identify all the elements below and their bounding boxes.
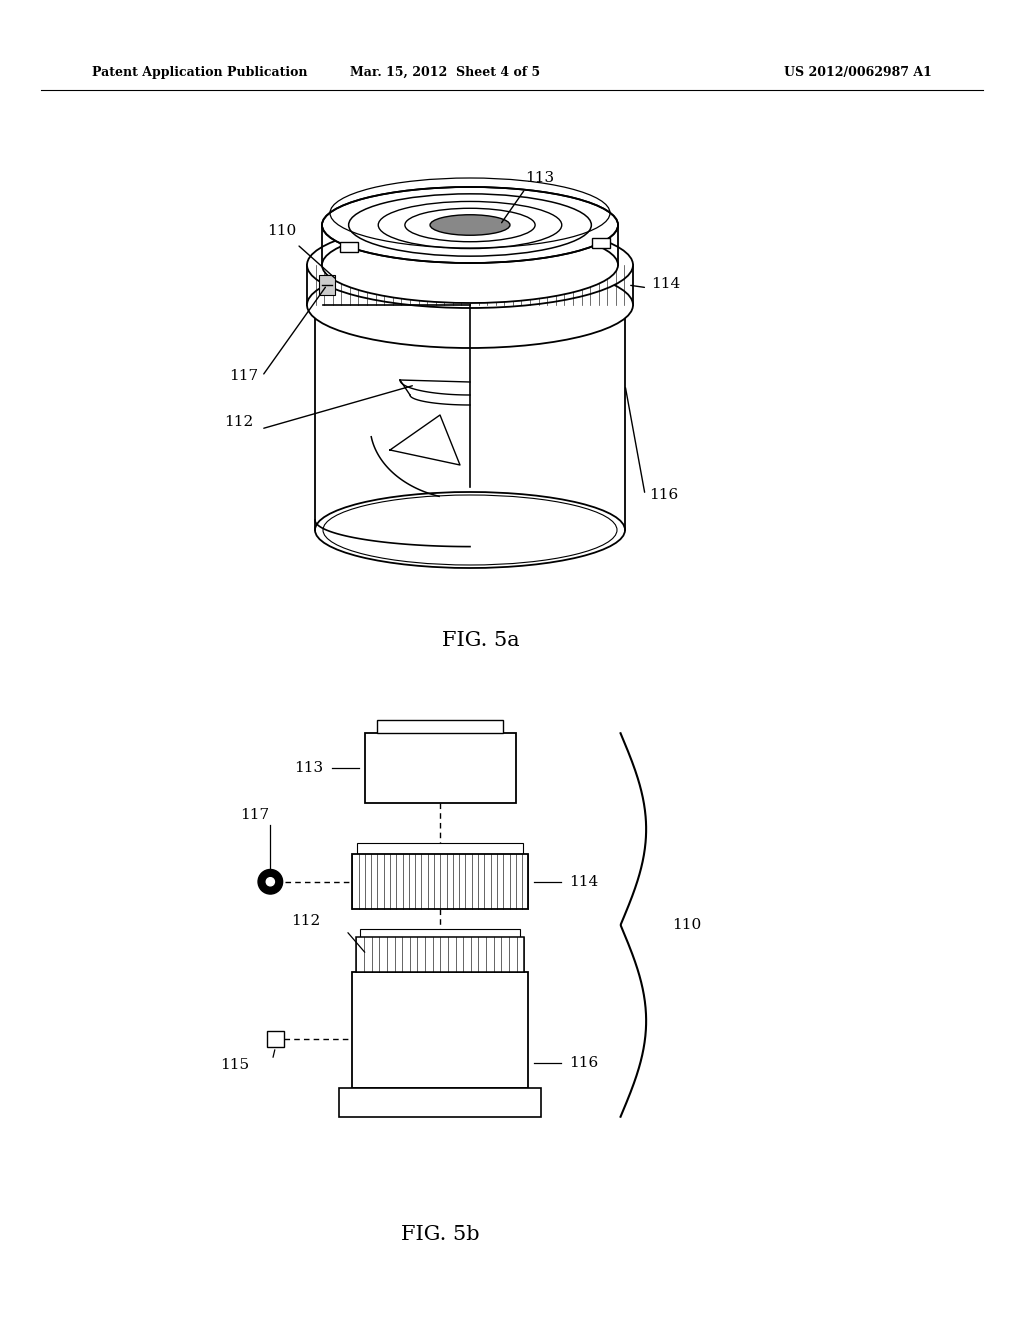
Bar	[356, 937, 524, 972]
Bar	[340, 242, 357, 252]
Text: 116: 116	[569, 1056, 599, 1069]
Text: 117: 117	[241, 808, 269, 822]
Text: 110: 110	[267, 224, 296, 238]
Bar	[319, 275, 335, 294]
Bar	[340, 1088, 541, 1117]
Bar	[360, 929, 520, 937]
Bar	[267, 1031, 284, 1047]
Bar	[365, 733, 516, 803]
Text: 113: 113	[525, 172, 554, 185]
Text: FIG. 5b: FIG. 5b	[401, 1225, 479, 1243]
Bar	[352, 972, 528, 1088]
Circle shape	[266, 878, 274, 886]
Ellipse shape	[322, 187, 618, 263]
Text: 110: 110	[672, 917, 701, 932]
Text: 114: 114	[569, 875, 599, 888]
Ellipse shape	[430, 215, 510, 235]
Ellipse shape	[322, 227, 618, 304]
Ellipse shape	[315, 267, 625, 343]
Bar	[377, 719, 504, 733]
Text: 112: 112	[223, 416, 253, 429]
Text: Patent Application Publication: Patent Application Publication	[92, 66, 307, 79]
Circle shape	[258, 870, 283, 894]
Ellipse shape	[307, 261, 633, 348]
Text: Mar. 15, 2012  Sheet 4 of 5: Mar. 15, 2012 Sheet 4 of 5	[350, 66, 541, 79]
Text: 114: 114	[651, 277, 681, 290]
Text: 113: 113	[295, 762, 324, 775]
Text: US 2012/0062987 A1: US 2012/0062987 A1	[784, 66, 932, 79]
Text: 116: 116	[649, 488, 679, 502]
Text: 115: 115	[220, 1059, 249, 1072]
Text: 117: 117	[229, 370, 258, 383]
Ellipse shape	[315, 492, 625, 568]
Bar	[357, 843, 523, 854]
Ellipse shape	[307, 222, 633, 308]
Bar	[592, 238, 609, 248]
Bar	[352, 854, 528, 909]
Text: FIG. 5a: FIG. 5a	[442, 631, 520, 649]
Text: 112: 112	[291, 915, 321, 928]
